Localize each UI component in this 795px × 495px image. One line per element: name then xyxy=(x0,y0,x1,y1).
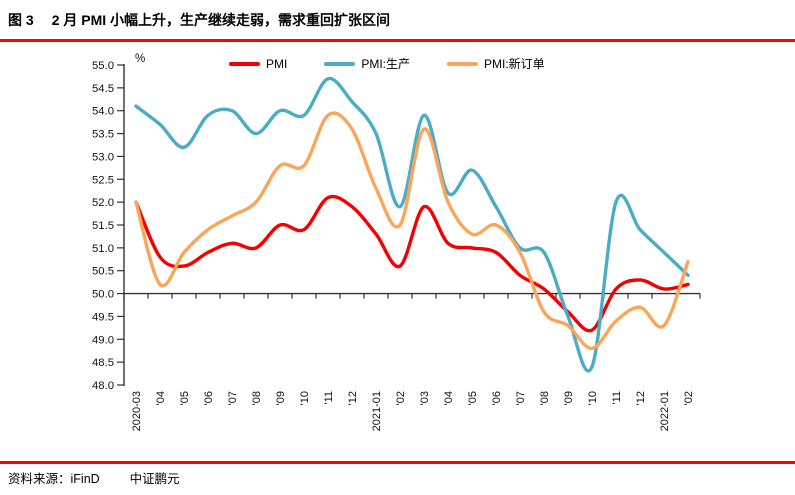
x-axis-tick-label: '05 xyxy=(179,391,191,405)
x-axis-tick-label: '04 xyxy=(155,391,167,405)
chart-legend: PMI PMI:生产 PMI:新订单 xyxy=(229,55,545,72)
x-axis-tick-label: '10 xyxy=(299,391,311,405)
y-axis-tick-label: 53.0 xyxy=(92,151,114,163)
x-axis-tick-label: '09 xyxy=(563,391,575,405)
x-axis-tick-label: '06 xyxy=(491,391,503,405)
figure-label: 图 3 xyxy=(8,12,34,28)
y-axis-tick-label: 52.5 xyxy=(92,174,114,186)
x-axis-tick-label: '09 xyxy=(275,391,287,405)
x-axis-tick-label: '07 xyxy=(227,391,239,405)
series-line-pmi-new-orders xyxy=(134,111,690,351)
x-axis-tick-label: '02 xyxy=(683,391,695,405)
y-axis-tick-label: 48.5 xyxy=(92,357,114,369)
y-axis-tick-label: 51.0 xyxy=(92,243,114,255)
legend-label-pmi-production: PMI:生产 xyxy=(361,57,411,71)
x-axis-tick-label: '08 xyxy=(539,391,551,405)
x-axis-tick-label: '11 xyxy=(611,391,623,405)
footer-divider xyxy=(0,461,795,464)
legend-item-pmi: PMI xyxy=(229,57,287,71)
y-axis-tick-label: 54.0 xyxy=(92,106,114,118)
series-line-pmi-production xyxy=(134,76,690,373)
legend-swatch-pmi-new-orders xyxy=(447,61,479,66)
legend-swatch-pmi xyxy=(229,61,260,66)
x-axis-tick-label: '03 xyxy=(419,391,431,405)
legend-item-pmi-production: PMI:生产 xyxy=(324,55,410,72)
legend-swatch-pmi-production xyxy=(324,61,356,66)
organization-label: 中证鹏元 xyxy=(129,472,180,486)
figure-title-text: 2 月 PMI 小幅上升，生产继续走弱，需求重回扩张区间 xyxy=(51,12,391,28)
x-axis-tick-label: '02 xyxy=(395,391,407,405)
x-axis-tick-label: '05 xyxy=(467,391,479,405)
y-axis-tick-label: 50.5 xyxy=(92,266,114,278)
x-axis-tick-label: '08 xyxy=(251,391,263,405)
x-axis-tick-label: '11 xyxy=(323,391,335,405)
x-axis-tick-label: '07 xyxy=(515,391,527,405)
y-axis-tick-label: 53.5 xyxy=(92,129,114,141)
x-axis-tick-label: '12 xyxy=(347,391,359,405)
x-axis-tick-label: '10 xyxy=(587,391,599,405)
figure-title: 图 3 2 月 PMI 小幅上升，生产继续走弱，需求重回扩张区间 xyxy=(8,10,390,30)
y-axis-unit-label: % xyxy=(135,53,145,65)
x-axis-tick-label: '06 xyxy=(203,391,215,405)
series-line-pmi xyxy=(134,194,690,333)
title-divider xyxy=(0,39,795,42)
x-axis-tick-label: 2022-01 xyxy=(659,391,671,431)
y-axis-tick-label: 52.0 xyxy=(92,197,114,209)
y-axis-tick-label: 49.5 xyxy=(92,311,114,323)
x-axis-tick-label: 2020-03 xyxy=(131,391,143,431)
y-axis-tick-label: 51.5 xyxy=(92,220,114,232)
y-axis-tick-label: 48.0 xyxy=(92,380,114,392)
y-axis-tick-label: 50.0 xyxy=(92,289,114,301)
x-axis-tick-label: '12 xyxy=(635,391,647,405)
x-axis-tick-label: '04 xyxy=(443,391,455,405)
source-label: 资料来源：iFinD xyxy=(8,472,100,486)
source-note: 资料来源：iFinD 中证鹏元 xyxy=(8,468,180,487)
y-axis-tick-label: 49.0 xyxy=(92,334,114,346)
legend-label-pmi: PMI xyxy=(266,56,288,71)
x-axis-tick-label: 2021-01 xyxy=(371,391,383,431)
y-axis-tick-label: 54.5 xyxy=(92,83,114,95)
y-axis-tick-label: 55.0 xyxy=(92,60,114,72)
legend-label-pmi-new-orders: PMI:新订单 xyxy=(484,57,545,71)
legend-item-pmi-new-orders: PMI:新订单 xyxy=(447,55,545,72)
